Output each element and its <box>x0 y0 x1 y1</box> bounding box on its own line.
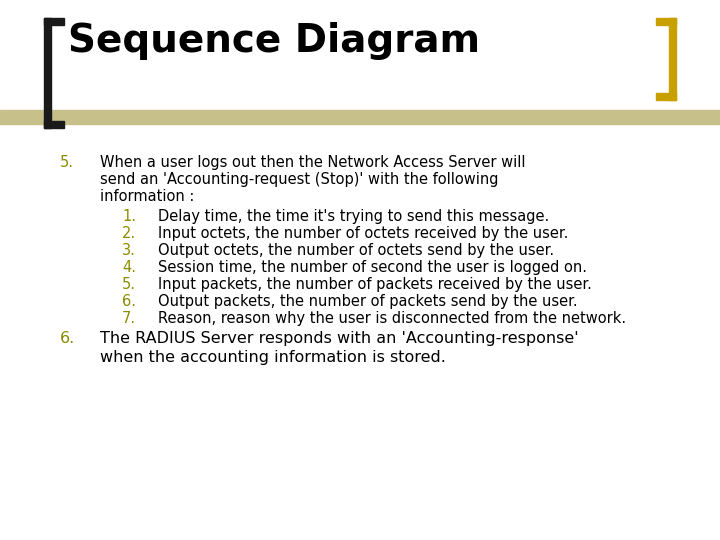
Text: 1.: 1. <box>122 209 136 224</box>
Bar <box>669 18 676 100</box>
Text: when the accounting information is stored.: when the accounting information is store… <box>100 350 446 365</box>
Text: 6.: 6. <box>60 331 76 346</box>
Text: Delay time, the time it's trying to send this message.: Delay time, the time it's trying to send… <box>158 209 549 224</box>
Text: Reason, reason why the user is disconnected from the network.: Reason, reason why the user is disconnec… <box>158 311 626 326</box>
Bar <box>656 18 676 25</box>
Text: Output octets, the number of octets send by the user.: Output octets, the number of octets send… <box>158 243 554 258</box>
Text: 3.: 3. <box>122 243 136 258</box>
Bar <box>44 121 64 128</box>
Text: 2.: 2. <box>122 226 136 241</box>
Text: 7.: 7. <box>122 311 136 326</box>
Text: Session time, the number of second the user is logged on.: Session time, the number of second the u… <box>158 260 587 275</box>
Bar <box>44 18 51 128</box>
Text: 5.: 5. <box>122 277 136 292</box>
Text: The RADIUS Server responds with an 'Accounting-response': The RADIUS Server responds with an 'Acco… <box>100 331 579 346</box>
Text: 5.: 5. <box>60 155 74 170</box>
Text: Sequence Diagram: Sequence Diagram <box>68 22 480 60</box>
Bar <box>0 110 720 124</box>
Text: Input octets, the number of octets received by the user.: Input octets, the number of octets recei… <box>158 226 568 241</box>
Text: 4.: 4. <box>122 260 136 275</box>
Text: Input packets, the number of packets received by the user.: Input packets, the number of packets rec… <box>158 277 592 292</box>
Text: information :: information : <box>100 189 194 204</box>
Text: send an 'Accounting-request (Stop)' with the following: send an 'Accounting-request (Stop)' with… <box>100 172 498 187</box>
Text: When a user logs out then the Network Access Server will: When a user logs out then the Network Ac… <box>100 155 526 170</box>
Bar <box>656 93 676 100</box>
Text: Output packets, the number of packets send by the user.: Output packets, the number of packets se… <box>158 294 577 309</box>
Text: 6.: 6. <box>122 294 136 309</box>
Bar <box>44 18 64 25</box>
